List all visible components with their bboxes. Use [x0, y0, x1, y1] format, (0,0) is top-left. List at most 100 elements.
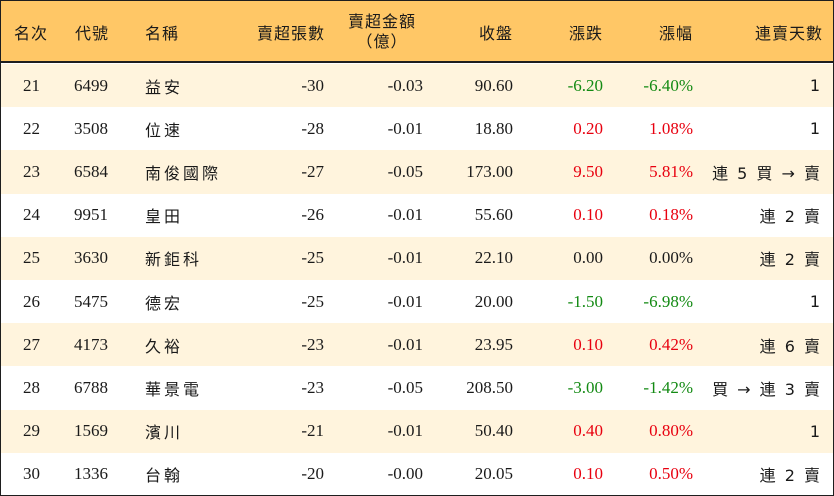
change-pct-cell: 0.50%	[649, 464, 693, 484]
stock-name-cell: 南俊國際	[145, 163, 222, 183]
consecutive-days-cell: 連 6 賣	[759, 336, 822, 356]
stock-name-cell: 久裕	[145, 336, 184, 356]
change-cell: 0.00	[573, 248, 603, 268]
consecutive-days-cell: 1	[809, 76, 822, 96]
table-row: 25 3630 新鉅科 -25 -0.01 22.10 0.00 0.00% 連 2 賣	[1, 236, 833, 280]
net-sell-amount-cell: -0.01	[387, 291, 423, 311]
code-cell: 1336	[74, 464, 108, 484]
rank-cell: 27	[23, 334, 40, 354]
header-close: 收盤	[478, 24, 513, 43]
code-cell: 6499	[74, 75, 108, 95]
change-cell: 9.50	[573, 161, 603, 181]
net-sell-amount-cell: -0.00	[387, 464, 423, 484]
net-sell-lots-cell: -28	[301, 118, 324, 138]
stock-name-cell: 益安	[145, 77, 184, 97]
table-row: 24 9951 皇田 -26 -0.01 55.60 0.10 0.18% 連 2 賣	[1, 194, 833, 237]
close-price-cell: 18.80	[474, 118, 513, 138]
table-row: 27 4173 久裕 -23 -0.01 23.95 0.10 0.42% 連 6 賣	[1, 323, 833, 367]
header-consecutive-days: 連賣天數	[754, 24, 823, 43]
net-sell-amount-cell: -0.01	[387, 205, 423, 225]
table-row: 23 6584 南俊國際 -27 -0.05 173.00 9.50 5.81% 連 5 買 →…	[1, 150, 833, 194]
rank-cell: 22	[23, 118, 40, 138]
change-cell: -6.20	[567, 75, 603, 95]
code-cell: 3630	[74, 248, 108, 268]
change-cell: 0.40	[573, 421, 603, 441]
header-change: 漲跌	[568, 24, 603, 43]
code-cell: 1569	[74, 421, 108, 441]
code-cell: 4173	[74, 334, 108, 354]
stock-name-cell: 濱川	[145, 423, 184, 443]
change-pct-cell: 0.42%	[649, 334, 693, 354]
rank-cell: 23	[23, 161, 40, 181]
net-sell-lots-cell: -30	[301, 75, 324, 95]
consecutive-days-cell: 買 → 連 3 賣	[712, 379, 822, 399]
table-row: 22 3508 位速 -28 -0.01 18.80 0.20 1.08% 1	[1, 107, 833, 150]
net-sell-amount-cell: -0.01	[387, 118, 423, 138]
change-pct-cell: 0.80%	[649, 421, 693, 441]
rank-cell: 29	[23, 421, 40, 441]
consecutive-days-cell: 1	[809, 119, 822, 139]
rank-cell: 21	[23, 75, 40, 95]
close-price-cell: 55.60	[474, 205, 513, 225]
stock-name-cell: 皇田	[145, 207, 184, 227]
change-pct-cell: -6.98%	[643, 291, 693, 311]
change-cell: 0.10	[573, 334, 603, 354]
net-sell-lots-cell: -25	[301, 248, 324, 268]
net-sell-amount-cell: -0.01	[387, 421, 423, 441]
close-price-cell: 173.00	[466, 161, 513, 181]
close-price-cell: 22.10	[474, 248, 513, 268]
stock-name-cell: 華景電	[145, 379, 203, 399]
net-sell-lots-cell: -26	[301, 205, 324, 225]
consecutive-days-cell: 1	[809, 292, 822, 312]
rank-cell: 30	[23, 464, 40, 484]
close-price-cell: 20.05	[474, 464, 513, 484]
close-price-cell: 50.40	[474, 421, 513, 441]
change-cell: -1.50	[567, 291, 603, 311]
stock-name-cell: 新鉅科	[145, 250, 203, 270]
net-sell-lots-cell: -23	[301, 334, 324, 354]
header-net-sell-amount-line2: （億）	[356, 32, 408, 51]
change-cell: 0.10	[573, 464, 603, 484]
code-cell: 9951	[74, 205, 108, 225]
code-cell: 6788	[74, 377, 108, 397]
consecutive-days-cell: 1	[809, 421, 822, 441]
net-sell-lots-cell: -27	[301, 161, 324, 181]
table-header: 名次 代號 名稱 賣超張數 賣超金額 （億） 收盤 漲跌 漲幅 連賣天數	[1, 1, 833, 63]
net-sell-lots-cell: -25	[301, 291, 324, 311]
rank-cell: 28	[23, 377, 40, 397]
stock-name-cell: 德宏	[145, 293, 184, 313]
close-price-cell: 20.00	[474, 291, 513, 311]
change-pct-cell: -6.40%	[643, 75, 693, 95]
consecutive-days-cell: 連 2 賣	[759, 466, 822, 486]
code-cell: 6584	[74, 161, 108, 181]
header-code: 代號	[75, 24, 110, 43]
header-net-sell-amount-line1: 賣超金額	[347, 12, 416, 31]
net-sell-amount-cell: -0.05	[387, 161, 423, 181]
net-sell-lots-cell: -20	[301, 464, 324, 484]
header-net-sell-lots: 賣超張數	[256, 24, 325, 43]
consecutive-days-cell: 連 5 買 → 賣	[712, 163, 822, 183]
header-change-pct: 漲幅	[658, 24, 693, 43]
table-row: 26 5475 德宏 -25 -0.01 20.00 -1.50 -6.98% 1	[1, 280, 833, 323]
consecutive-days-cell: 連 2 賣	[759, 207, 822, 227]
change-pct-cell: -1.42%	[643, 377, 693, 397]
change-cell: 0.10	[573, 205, 603, 225]
close-price-cell: 90.60	[474, 75, 513, 95]
rank-cell: 25	[23, 248, 40, 268]
close-price-cell: 23.95	[474, 334, 513, 354]
change-cell: 0.20	[573, 118, 603, 138]
net-sell-amount-cell: -0.01	[387, 334, 423, 354]
net-sell-lots-cell: -21	[301, 421, 324, 441]
net-sell-lots-cell: -23	[301, 377, 324, 397]
net-sell-amount-cell: -0.01	[387, 248, 423, 268]
change-cell: -3.00	[567, 377, 603, 397]
close-price-cell: 208.50	[466, 377, 513, 397]
change-pct-cell: 0.00%	[649, 248, 693, 268]
stock-name-cell: 位速	[145, 120, 184, 140]
change-pct-cell: 5.81%	[649, 161, 693, 181]
rank-cell: 26	[23, 291, 40, 311]
code-cell: 3508	[74, 118, 108, 138]
table-row: 30 1336 台翰 -20 -0.00 20.05 0.10 0.50% 連 2 賣	[1, 453, 833, 496]
change-pct-cell: 0.18%	[649, 205, 693, 225]
